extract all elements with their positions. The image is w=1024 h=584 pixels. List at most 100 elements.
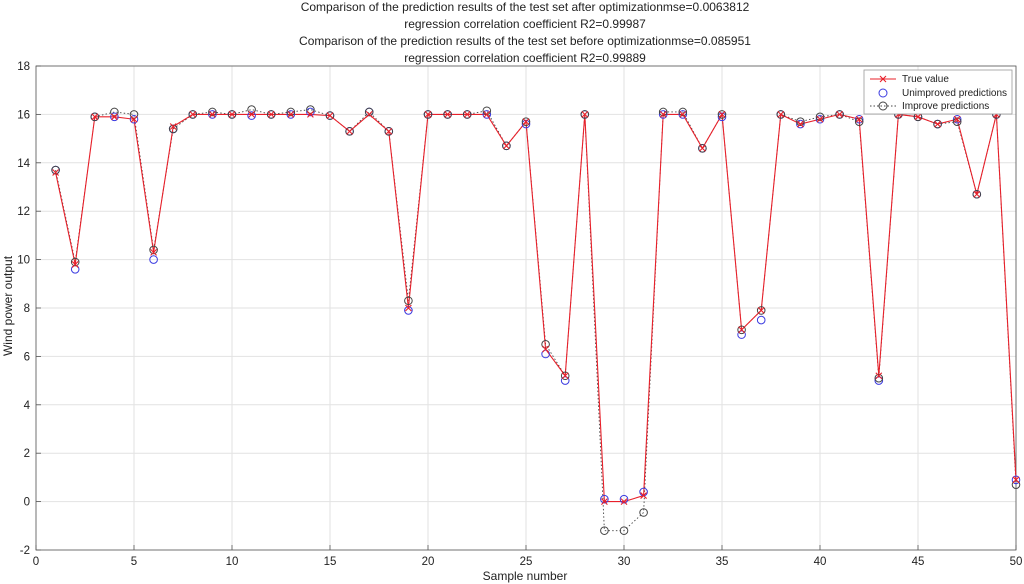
y-tick-label: 14 [17,158,30,170]
point-improve-predictions [110,107,119,117]
y-tick-label: 0 [24,497,30,509]
point-unimproved-predictions [541,349,550,359]
y-tick-label: 18 [17,61,30,73]
point-true-value [542,345,549,353]
point-improve-predictions [796,117,805,126]
y-tick-label: 6 [24,351,30,363]
point-improve-predictions [70,257,80,267]
point-true-value [71,261,79,268]
point-true-value [855,115,863,123]
point-improve-predictions [51,165,60,175]
point-improve-predictions [384,127,394,136]
y-axis-label: Wind power output [1,255,15,356]
point-unimproved-predictions [306,107,315,117]
grid-lines [35,65,1017,551]
point-true-value [385,127,393,135]
point-unimproved-predictions [247,111,256,120]
point-true-value [52,169,59,176]
point-unimproved-predictions [658,110,668,119]
title-line-3: Comparison of the prediction results of … [299,34,751,48]
point-improve-predictions [737,325,746,335]
point-improve-predictions [776,110,786,119]
point-improve-predictions [423,110,433,119]
point-true-value [424,111,432,118]
point-improve-predictions [90,112,100,122]
x-tick-label: 10 [226,556,239,568]
point-true-value [973,190,981,198]
legend-entry-unimproved: Unimproved predictions [878,88,1007,99]
point-true-value [228,111,236,118]
point-unimproved-predictions [600,494,609,504]
x-tick-label: 20 [422,556,435,568]
legend-entry-improve: Improve predictions [870,101,989,112]
point-improve-predictions [188,110,198,119]
point-improve-predictions [952,117,962,126]
point-true-value [757,307,765,314]
point-unimproved-predictions [952,114,962,124]
x-tick-label: 5 [131,556,137,568]
point-true-value [248,111,255,118]
point-improve-predictions [972,189,982,199]
point-improve-predictions [149,245,158,255]
point-improve-predictions [698,143,707,153]
legend-label-improve: Improve predictions [902,101,989,112]
point-unimproved-predictions [678,110,688,119]
point-true-value [718,111,726,118]
point-improve-predictions [854,117,864,126]
point-true-value [405,304,412,312]
point-improve-predictions [462,110,472,119]
point-true-value [209,111,216,118]
point-improve-predictions [208,107,217,117]
point-true-value [169,123,177,130]
x-tick-label: 40 [814,556,827,568]
y-tick-label: 2 [24,448,30,460]
legend-label-unimproved: Unimproved predictions [902,88,1007,99]
point-true-value [816,115,824,123]
point-unimproved-predictions [110,112,119,122]
x-tick-label: 0 [33,556,39,568]
point-unimproved-predictions [854,114,864,124]
point-true-value [934,120,941,128]
point-unimproved-predictions [521,119,531,129]
point-improve-predictions [717,110,727,119]
chart-title-block: Comparison of the prediction results of … [299,0,751,65]
point-unimproved-predictions [560,376,570,385]
point-unimproved-predictions [129,114,139,124]
point-improve-predictions [364,107,374,117]
x-tick-label: 45 [912,556,925,568]
point-true-value [914,113,922,121]
series-line-improve-predictions [55,109,1017,532]
y-tick-label: 16 [17,109,30,121]
point-true-value [679,111,687,118]
point-true-value [699,144,706,152]
point-true-value [875,372,883,380]
point-improve-predictions [600,526,609,535]
point-unimproved-predictions [874,376,884,385]
point-true-value [797,120,804,128]
point-improve-predictions [345,127,354,136]
point-true-value [130,115,138,123]
point-improve-predictions [639,508,648,517]
point-unimproved-predictions [404,306,413,315]
point-unimproved-predictions [208,110,217,119]
x-tick-label: 35 [716,556,729,568]
point-unimproved-predictions [1011,475,1021,485]
title-line-2: regression correlation coefficient R2=0.… [404,17,646,31]
point-improve-predictions [835,110,844,119]
point-true-value [189,111,197,118]
legend-box [863,69,1013,115]
series-layer [51,105,1021,535]
point-true-value [581,111,589,118]
x-tick-label: 50 [1010,556,1023,568]
point-true-value [483,111,491,118]
point-unimproved-predictions [756,315,766,325]
point-improve-predictions [129,110,139,119]
point-unimproved-predictions [482,110,492,119]
point-improve-predictions [325,111,335,120]
point-unimproved-predictions [717,112,727,122]
point-improve-predictions [658,107,668,117]
point-true-value [326,112,334,119]
point-improve-predictions [521,117,531,126]
point-true-value [659,111,667,118]
